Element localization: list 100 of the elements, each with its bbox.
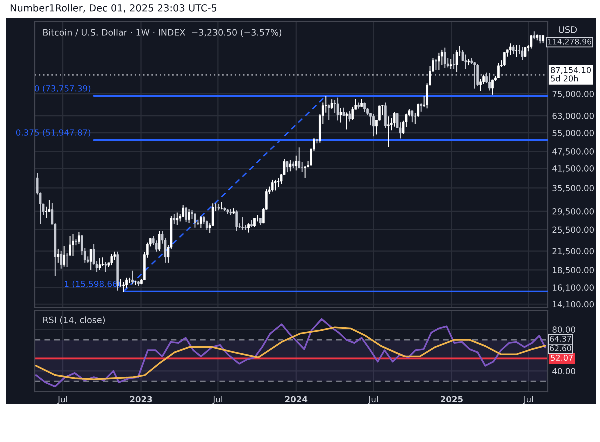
ref-line-label: 52.07 — [551, 354, 573, 362]
candlestick — [194, 213, 196, 228]
y-tick-label: 41,500.00 — [552, 166, 594, 173]
series-label: 0 (73,757.39) — [34, 85, 91, 93]
y-tick-label: 55,000.00 — [552, 130, 594, 138]
candlestick — [173, 214, 176, 225]
candlestick — [63, 246, 66, 268]
candlestick — [102, 257, 104, 267]
candlestick — [72, 234, 74, 257]
candlestick — [336, 97, 340, 122]
candlestick — [248, 223, 250, 234]
candlestick — [324, 96, 328, 114]
series-label: 0.375 (51,947.87) — [16, 129, 91, 137]
candlestick — [488, 72, 491, 92]
y-tick-label: 29,500.00 — [552, 208, 594, 216]
candlestick — [330, 99, 334, 110]
candlestick — [438, 52, 440, 71]
candlestick — [188, 208, 190, 224]
candlestick — [509, 43, 512, 56]
y-tick-label: 25,500.00 — [552, 226, 594, 234]
candlestick — [372, 114, 375, 138]
candlestick — [521, 46, 524, 61]
candlestick — [340, 108, 342, 124]
candlestick — [104, 262, 108, 273]
candlestick — [456, 50, 458, 73]
x-tick-label: 2024 — [285, 396, 308, 403]
candlestick — [452, 54, 456, 70]
candlestick — [122, 282, 126, 293]
candlestick — [206, 220, 208, 231]
candlestick — [384, 102, 387, 129]
candlestick — [176, 212, 179, 226]
candlestick — [524, 47, 527, 58]
candlestick — [387, 116, 390, 148]
candlestick — [464, 54, 468, 70]
y-tick-label: 75,000.00 — [552, 91, 594, 98]
y-tick-label: 14,100.00 — [553, 301, 594, 309]
candlestick — [69, 236, 72, 257]
candlestick — [411, 110, 414, 124]
candlestick — [254, 218, 256, 228]
candlestick — [66, 252, 68, 268]
candlestick — [518, 44, 521, 56]
candlestick — [236, 210, 238, 232]
candlestick — [328, 104, 330, 121]
candlestick — [450, 58, 452, 70]
candlestick — [435, 59, 438, 71]
candlestick — [298, 147, 301, 170]
candlestick — [476, 64, 480, 86]
candlestick — [304, 166, 306, 178]
line-series — [35, 326, 546, 380]
candlestick — [60, 250, 63, 270]
candlestick — [289, 160, 292, 172]
line-series — [35, 318, 546, 388]
candlestick — [57, 248, 60, 264]
text: RSI (14, close) — [44, 316, 105, 324]
text: Bitcoin / U.S. Dollar · 1W · INDEX −3,230.50 (−3.57%) — [44, 29, 282, 37]
candlestick — [498, 62, 500, 79]
candlestick — [158, 230, 161, 252]
candlestick — [110, 254, 114, 266]
candlestick — [503, 52, 506, 67]
candlestick — [98, 258, 102, 271]
candlestick — [474, 62, 476, 90]
candlestick — [155, 240, 158, 252]
candlestick — [185, 206, 188, 223]
x-tick-label: Jul — [58, 396, 68, 404]
x-tick-label: 2025 — [441, 396, 463, 403]
y-tick-label: 16,100.00 — [553, 284, 594, 292]
candlestick — [220, 202, 224, 210]
candlestick — [301, 162, 304, 173]
x-tick-label: Jul — [212, 396, 222, 404]
y-tick-label: 21,500.00 — [552, 248, 594, 256]
x-tick-label: 2023 — [130, 396, 152, 403]
y-tick-label: 35,500.00 — [552, 185, 594, 192]
candlestick — [271, 179, 274, 192]
candlestick — [346, 112, 348, 130]
candlestick — [274, 179, 277, 192]
candlestick — [132, 270, 134, 286]
y-tick-label: 63,000.00 — [552, 113, 594, 120]
candlestick — [480, 78, 482, 92]
candlestick — [530, 34, 533, 50]
candlestick — [90, 249, 92, 271]
ref-line-label: 87,154.10 5d 20h — [551, 67, 592, 82]
candlestick — [277, 178, 280, 188]
candlestick — [286, 160, 289, 174]
x-tick-label: Jul — [368, 396, 378, 404]
candlestick — [492, 79, 494, 96]
y-tick-label: 47,500.00 — [552, 148, 594, 156]
candlestick — [78, 232, 80, 245]
y-tick-label: 18,500.00 — [553, 267, 594, 274]
candlestick — [348, 110, 352, 122]
chart-title: Number1Roller, Dec 01, 2025 23:03 UTC-5 — [10, 4, 217, 13]
y-tick-label: 80.00 — [552, 326, 576, 333]
y-tick-label: 40.00 — [552, 368, 576, 375]
candlestick — [444, 47, 446, 69]
candlestick — [126, 277, 128, 289]
candlestick — [393, 112, 396, 128]
candlestick — [242, 216, 244, 231]
candlestick — [352, 106, 354, 121]
candlestick — [200, 216, 202, 229]
text: USD — [559, 26, 578, 34]
x-tick-label: Jul — [523, 396, 534, 404]
